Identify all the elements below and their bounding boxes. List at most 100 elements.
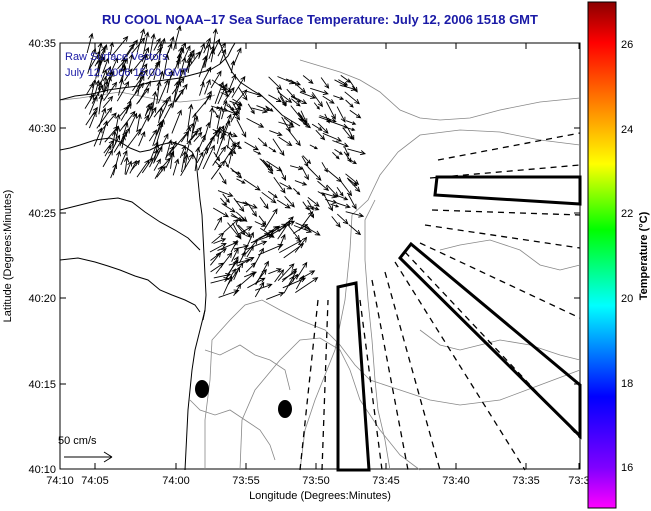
current-vector xyxy=(298,118,312,129)
current-vector xyxy=(153,61,160,81)
current-vector xyxy=(156,70,164,91)
current-vector xyxy=(151,90,158,116)
current-vector xyxy=(344,91,360,105)
contour-line xyxy=(439,239,581,271)
current-vector xyxy=(268,76,283,91)
y-tick-label: 40:20 xyxy=(28,293,56,305)
current-vector xyxy=(242,201,258,209)
current-vector xyxy=(298,210,314,231)
current-vector xyxy=(186,49,195,63)
current-vector xyxy=(289,165,304,171)
coastline-segment xyxy=(195,159,207,321)
current-vector xyxy=(216,105,224,130)
current-vector xyxy=(277,263,295,282)
current-vector xyxy=(112,150,122,176)
x-tick-label: 74:00 xyxy=(162,475,190,487)
current-vector xyxy=(163,102,173,119)
current-vector xyxy=(136,28,146,53)
current-vector xyxy=(168,140,177,157)
current-vector xyxy=(244,141,260,151)
current-vector xyxy=(235,224,246,236)
current-vector xyxy=(111,35,129,57)
current-vector xyxy=(334,149,343,155)
current-vector xyxy=(217,42,226,57)
map-content: Raw Surface Vectors July 12, 2006 15:00 … xyxy=(58,24,582,472)
current-vector xyxy=(116,81,130,102)
annotation-line2: July 12, 2006 15:00 GMT xyxy=(65,67,189,79)
colorbar-ticks: 26 24 22 20 18 16 xyxy=(621,39,633,474)
current-vector xyxy=(265,105,274,112)
current-vector xyxy=(223,86,235,103)
x-tick-label: 73:55 xyxy=(232,475,260,487)
current-vector xyxy=(201,66,212,84)
current-vector xyxy=(218,83,232,93)
current-vector xyxy=(210,105,221,110)
station-marker xyxy=(195,380,209,398)
current-vector xyxy=(257,243,284,256)
current-vector xyxy=(329,120,349,129)
current-vector xyxy=(143,31,150,55)
y-tick-label: 40:35 xyxy=(28,38,56,50)
current-vector xyxy=(169,151,175,169)
current-vector xyxy=(238,86,248,101)
current-vector xyxy=(215,252,233,274)
current-vector xyxy=(302,75,314,84)
current-vector xyxy=(259,196,269,210)
current-vector xyxy=(136,159,150,178)
current-vector xyxy=(245,262,257,273)
current-vector xyxy=(293,187,301,196)
current-vector xyxy=(220,113,232,139)
current-vector xyxy=(349,109,362,119)
current-vector xyxy=(156,165,166,178)
current-vector xyxy=(348,224,362,236)
current-vector xyxy=(263,208,278,231)
scale-vector-label: 50 cm/s xyxy=(58,435,97,447)
current-vector xyxy=(173,24,182,51)
current-vector xyxy=(313,102,320,110)
current-vector xyxy=(120,102,132,121)
current-vector xyxy=(231,247,239,262)
current-vector xyxy=(318,116,332,123)
current-vector xyxy=(210,160,226,180)
current-vector xyxy=(272,138,285,157)
surface-current-vectors xyxy=(84,24,367,300)
current-vector xyxy=(179,144,186,158)
current-vector xyxy=(230,215,246,222)
current-vector xyxy=(236,178,246,184)
current-vector xyxy=(203,37,211,54)
current-vector xyxy=(223,218,239,233)
current-vector xyxy=(347,194,357,210)
current-vector xyxy=(109,57,119,75)
y-tick-label: 40:15 xyxy=(28,379,56,391)
current-vector xyxy=(266,291,285,300)
current-vector xyxy=(209,243,227,253)
current-vector xyxy=(301,155,309,168)
current-vector xyxy=(153,37,161,51)
x-tick-label: 73:3 xyxy=(568,475,589,487)
current-vector xyxy=(176,52,182,69)
current-vector xyxy=(188,51,201,68)
current-vector xyxy=(343,151,352,163)
coastline-segment xyxy=(59,137,197,161)
current-vector xyxy=(172,158,180,176)
current-vector xyxy=(181,150,187,173)
current-vector xyxy=(165,139,173,160)
current-vector xyxy=(97,80,103,96)
current-vector xyxy=(225,145,237,155)
current-vector xyxy=(212,145,227,166)
current-vector xyxy=(339,179,353,197)
current-vector xyxy=(96,42,103,60)
current-vector xyxy=(347,148,367,156)
current-vector xyxy=(217,125,225,137)
colorbar-tick-label: 20 xyxy=(621,293,633,305)
current-vector xyxy=(309,144,319,150)
current-vector xyxy=(268,94,282,103)
current-vector xyxy=(347,127,355,141)
current-vector xyxy=(336,202,351,209)
x-tick-label: 73:45 xyxy=(372,475,400,487)
y-axis-ticks xyxy=(60,42,580,470)
current-vector xyxy=(281,268,298,283)
y-tick-labels: 40:35 40:30 40:25 40:20 40:15 40:10 xyxy=(28,38,56,476)
current-vector xyxy=(279,240,303,253)
